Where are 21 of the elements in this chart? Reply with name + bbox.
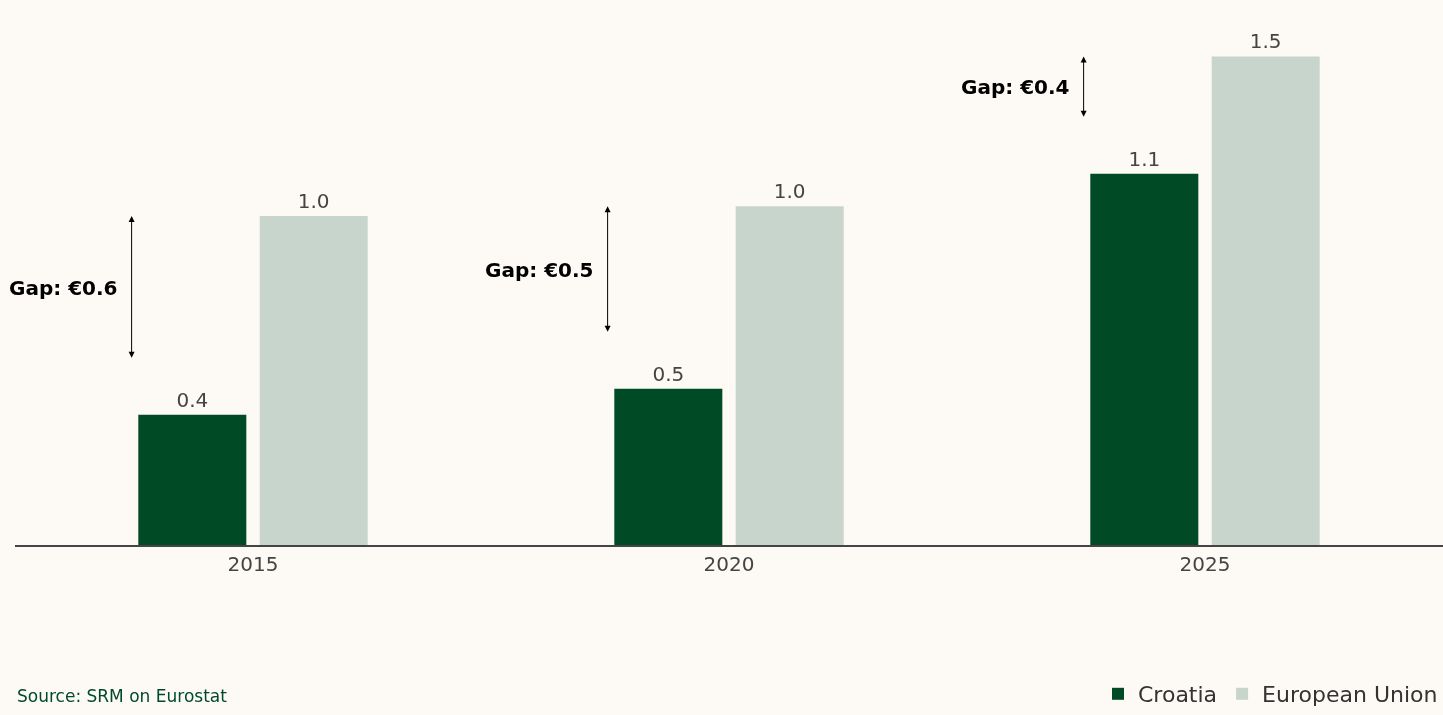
- legend-label: European Union: [1262, 682, 1438, 708]
- bar: [614, 388, 723, 545]
- data-label: 0.5: [652, 361, 685, 386]
- legend-label: Croatia: [1138, 682, 1218, 708]
- data-label: 1.5: [1249, 29, 1282, 54]
- bar: [735, 206, 844, 545]
- x-tick-label: 2025: [1179, 551, 1231, 576]
- x-tick-label: 2020: [703, 551, 755, 576]
- bar: [259, 216, 368, 545]
- data-label: 1.0: [297, 189, 330, 214]
- annotation: Gap: €0.5: [485, 258, 594, 282]
- data-label: 0.4: [176, 387, 209, 412]
- bar: [1090, 173, 1199, 545]
- data-label: 1.1: [1128, 146, 1161, 171]
- bar: [138, 414, 247, 545]
- data-label: 1.0: [773, 179, 806, 204]
- bar: [1211, 56, 1320, 545]
- annotation: Gap: €0.4: [961, 75, 1070, 99]
- x-tick-label: 2015: [227, 551, 279, 576]
- source-note: Source: SRM on Eurostat: [17, 686, 228, 706]
- annotation: Gap: €0.6: [9, 276, 118, 300]
